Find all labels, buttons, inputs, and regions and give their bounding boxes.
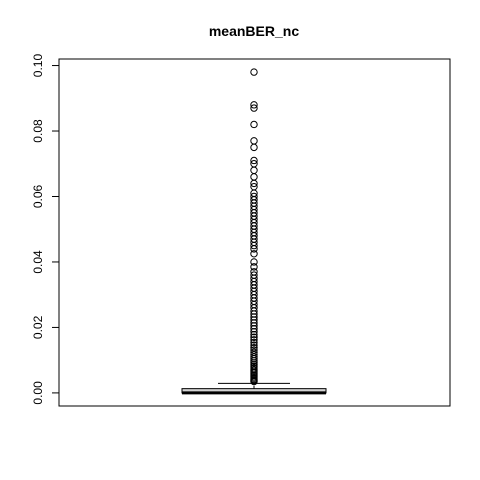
outlier-point [250,258,258,266]
outlier-point [250,156,258,165]
y-tick-label: 0.04 [31,250,45,274]
outlier-point [250,268,258,276]
outlier-point [250,263,258,271]
outlier-point [250,104,258,112]
outlier-point [250,333,258,341]
outlier-point [250,68,258,76]
outlier-point [250,344,258,352]
chart-title: meanBER_nc [209,23,299,39]
outlier-point [250,359,258,367]
outlier-point [250,120,258,129]
y-tick-label: 0.08 [31,119,45,143]
outlier-points [250,68,258,386]
outlier-point [250,336,258,344]
outlier-point [250,322,258,330]
outlier-point [250,166,258,175]
outlier-point [250,313,258,321]
outlier-point [250,192,258,201]
outlier-point [250,341,258,349]
outlier-point [250,160,258,168]
y-tick-label: 0.00 [31,381,45,405]
outlier-point [250,316,258,324]
outlier-point [250,348,258,357]
outlier-point [250,338,258,347]
outlier-point [250,182,258,191]
outlier-point [250,271,258,279]
outlier-point [250,325,258,333]
y-axis: 0.00 0.02 0.04 0.06 0.08 0.10 [31,54,60,405]
outlier-point [250,173,258,181]
y-tick-label: 0.02 [31,315,45,339]
outlier-point [250,327,258,336]
outlier-point [250,101,258,109]
outlier-point [250,143,258,152]
outlier-point [250,137,258,145]
box-element [181,382,327,395]
outlier-point [250,319,258,327]
outlier-point [250,250,258,258]
y-tick-label: 0.06 [31,184,45,208]
y-tick-label: 0.10 [31,54,45,78]
outlier-point [250,361,258,369]
outlier-point [250,330,258,339]
outlier-point [250,346,258,354]
